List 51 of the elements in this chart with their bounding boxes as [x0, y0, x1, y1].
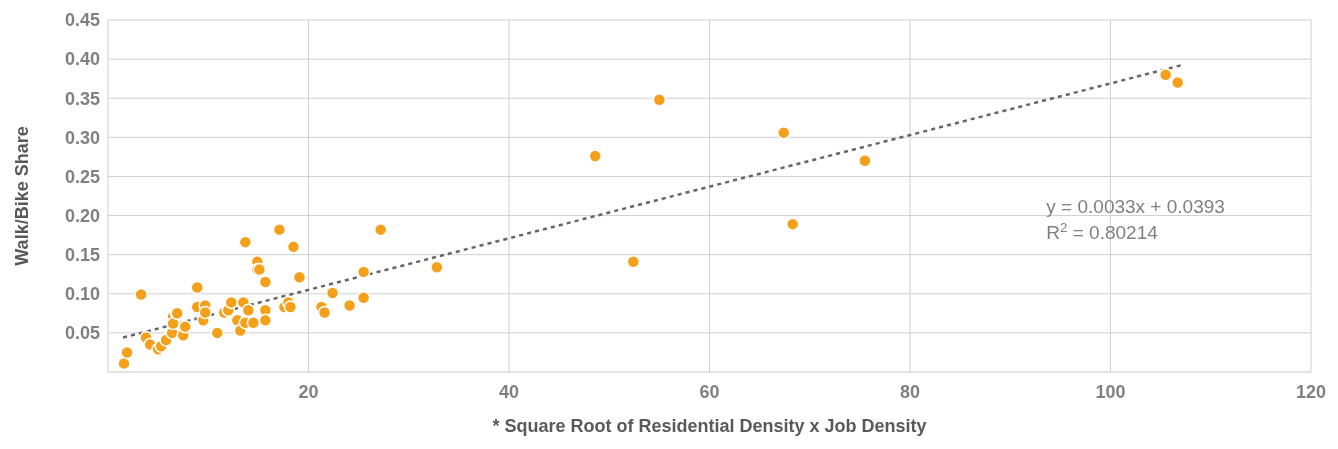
x-tick-label: 100	[1095, 382, 1126, 402]
point	[238, 235, 253, 249]
y-tick-label: 0.05	[64, 323, 100, 344]
point	[325, 286, 340, 300]
point	[356, 265, 371, 279]
point	[1170, 75, 1185, 90]
point	[356, 290, 371, 305]
x-tick-label: 80	[899, 382, 921, 402]
point	[286, 240, 301, 254]
point	[210, 326, 225, 340]
point	[652, 93, 667, 107]
point	[785, 217, 800, 231]
point	[134, 287, 148, 302]
y-tick-label: 0.20	[64, 205, 100, 226]
y-tick-label: 0.15	[64, 244, 100, 265]
point	[626, 254, 641, 269]
x-tick-label: 40	[498, 382, 520, 402]
x-tick-label: 120	[1295, 382, 1327, 402]
point	[858, 154, 872, 168]
point	[120, 345, 134, 360]
point	[272, 222, 287, 237]
point	[241, 303, 256, 317]
point	[588, 149, 602, 163]
point	[342, 298, 357, 313]
point	[317, 305, 332, 320]
x-axis-title: * Square Root of Residential Density x Job Density	[492, 416, 927, 436]
annotation: R$^{2}$ = 0.80214	[1046, 219, 1159, 243]
annotation: y = 0.0033x + 0.0393	[1046, 195, 1225, 217]
point	[178, 319, 192, 334]
point	[283, 300, 298, 314]
point	[373, 222, 388, 237]
point	[776, 125, 791, 140]
y-tick-label: 0.10	[64, 284, 100, 305]
point	[258, 275, 273, 289]
x-tick-label: 20	[298, 382, 319, 402]
y-tick-label: 0.30	[64, 127, 100, 148]
point	[292, 270, 307, 285]
y-tick-label: 0.40	[64, 49, 100, 70]
y-tick-label: 0.35	[64, 88, 100, 109]
point	[258, 313, 273, 328]
y-axis-title: Walk/Bike Share	[12, 126, 32, 266]
point	[117, 356, 131, 371]
point	[224, 295, 239, 310]
y-tick-label: 0.25	[64, 166, 100, 187]
point	[1158, 68, 1173, 82]
point	[246, 315, 261, 330]
y-tick-label: 0.45	[64, 10, 100, 31]
x-tick-label: 60	[699, 382, 720, 402]
point	[430, 260, 444, 274]
point	[198, 305, 212, 320]
point	[190, 280, 204, 295]
